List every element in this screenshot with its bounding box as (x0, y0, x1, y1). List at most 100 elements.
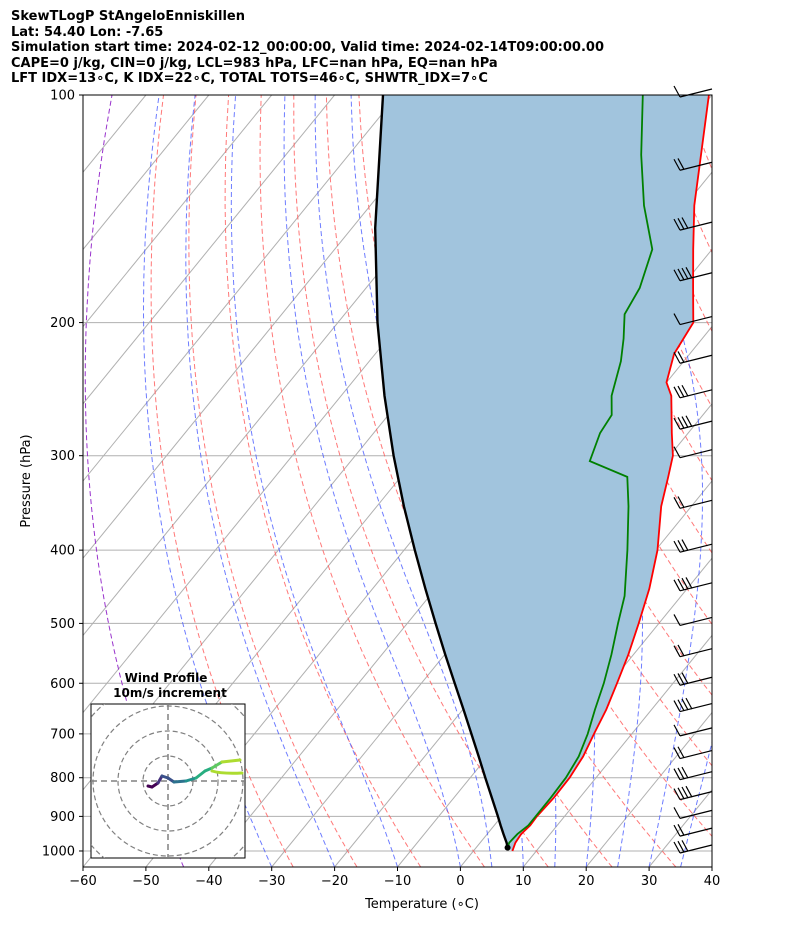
wind-barb-staff (679, 88, 713, 98)
wind-barb-staff (679, 827, 713, 837)
wind-barb-flag (681, 217, 689, 229)
chart-title: SkewTLogP StAngeloEnniskillen (11, 9, 245, 24)
wind-barb-flag (677, 218, 685, 230)
cin-shading (375, 95, 709, 851)
wind-barb-staff (679, 844, 713, 854)
time-line: Simulation start time: 2024-02-12_00:00:… (11, 40, 604, 55)
wind-barb (673, 746, 713, 760)
isotherm-gridline (83, 95, 210, 251)
moist-adiabat (230, 95, 398, 867)
wind-barb-flag (681, 267, 689, 280)
indices-line-2: LFT IDX=13∘C, K IDX=22∘C, TOTAL TOTS=46∘… (11, 71, 488, 86)
wind-barb-flag (677, 578, 685, 591)
wind-barb-flag (673, 497, 681, 509)
wind-barb-flag (673, 788, 681, 800)
wind-barb-staff (679, 389, 713, 399)
temperature-line (511, 95, 710, 852)
y-tick-label: 700 (50, 727, 75, 742)
wind-barb (673, 85, 713, 98)
wind-barb-staff (679, 499, 713, 509)
hodograph-segment (210, 760, 224, 770)
wind-barb (673, 158, 713, 171)
wind-barb (673, 217, 713, 231)
wind-barb-flag (673, 540, 681, 553)
wind-barb-flag (681, 698, 689, 711)
x-tick-label: −50 (132, 874, 159, 889)
wind-barb-staff (679, 702, 713, 713)
moist-adiabat (744, 95, 794, 867)
hodograph-title: Wind Profile (125, 671, 208, 685)
y-tick-label: 800 (50, 771, 75, 786)
wind-barb-flag (677, 767, 685, 780)
y-tick-label: 400 (50, 544, 75, 559)
wind-barb-staff (679, 272, 713, 282)
location-line: Lat: 54.40 Lon: -7.65 (11, 24, 164, 40)
hodograph-subtitle: 10m/s increment (113, 686, 227, 700)
isotherm-gridline (0, 95, 20, 867)
wind-barb-flag (685, 697, 693, 710)
wind-barb (673, 577, 713, 592)
wind-barb (673, 840, 713, 854)
wind-barb-flag (685, 785, 693, 798)
y-tick-label: 100 (50, 89, 75, 104)
wind-barb-flag (673, 158, 681, 171)
wind-barb-staff (679, 676, 713, 686)
x-tick-label: 0 (456, 874, 464, 889)
wind-barb-flag (673, 673, 681, 686)
wind-barb-staff (679, 543, 713, 553)
wind-barb-flag (677, 351, 685, 363)
wind-barb-flag (677, 540, 685, 552)
wind-barb (673, 267, 713, 282)
indices-line-1: CAPE=0 j/kg, CIN=0 j/kg, LCL=983 hPa, LF… (11, 55, 498, 71)
wind-barb (673, 351, 713, 364)
wind-barb-flag (681, 840, 689, 852)
wind-barb-staff (679, 354, 713, 364)
wind-barb (673, 539, 713, 553)
wind-barb (673, 824, 713, 837)
wind-barb-flag (673, 218, 681, 231)
dry-adiabat (224, 95, 422, 867)
wind-barb (673, 614, 713, 626)
x-tick-label: −30 (258, 874, 285, 889)
wind-barb-flag (677, 644, 685, 657)
wind-barb (673, 785, 713, 801)
axes-layer: −60 −50 −40 −30 −20 −10 0 10 20 30 40 100 200 300 400 5… (42, 89, 720, 890)
wind-barb (673, 313, 713, 326)
wind-barb-flag (673, 768, 681, 781)
profile-layer (373, 95, 710, 852)
isotherm-gridline (522, 634, 712, 867)
wind-barb (673, 644, 713, 658)
moist-adiabat (283, 95, 461, 867)
isotherm-gridline (83, 95, 335, 405)
wind-barb-flag (681, 384, 689, 397)
moist-adiabat (314, 95, 493, 867)
dry-adiabat (325, 95, 613, 867)
hodograph-segment (172, 779, 188, 784)
y-tick-label: 1000 (42, 844, 75, 859)
y-tick-label: 900 (50, 810, 75, 825)
wind-barb-flag (673, 446, 681, 458)
isotherm-gridline (711, 866, 712, 867)
wind-barb-flag (677, 158, 685, 170)
cape-fill-layer (375, 95, 709, 851)
wind-barb-staff (679, 809, 713, 819)
wind-barb-flag (685, 415, 693, 428)
wind-barb-flag (681, 416, 689, 428)
x-tick-label: −20 (321, 874, 348, 889)
wind-barb-flag (673, 724, 681, 737)
x-axis-label: Temperature (∘C) (364, 897, 479, 912)
wind-barb-flag (681, 766, 689, 779)
wind-barb-flag (677, 746, 685, 759)
wind-barb (673, 446, 713, 459)
wind-barb-flag (677, 824, 685, 836)
dry-adiabat (150, 95, 294, 867)
wind-barb-flag (677, 787, 685, 800)
x-tick-label: −10 (384, 874, 411, 889)
hodograph-ring (117, 730, 219, 832)
wind-barb-flag (673, 351, 681, 364)
x-tick-label: 30 (641, 874, 658, 889)
wind-barb-flag (673, 645, 681, 657)
wind-barb (673, 807, 713, 819)
wind-barb-flag (677, 385, 685, 398)
